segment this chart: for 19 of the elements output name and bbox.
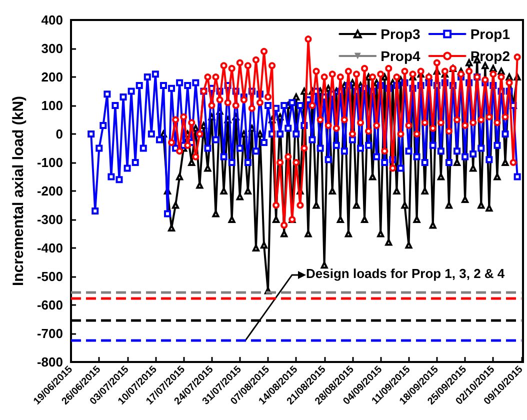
y-tick-label: -100 [36, 155, 63, 170]
legend-label: Prop2 [470, 48, 510, 64]
legend-label: Prop4 [380, 48, 421, 64]
y-tick-label: -400 [36, 240, 63, 256]
y-tick-label: -700 [36, 326, 63, 341]
annotation: Design loads for Prop 1, 3, 2 & 4 [306, 266, 506, 281]
y-tick-label: -500 [36, 269, 63, 284]
y-tick-label: -300 [36, 212, 63, 227]
y-tick-label: 0 [56, 126, 63, 142]
legend-label: Prop1 [470, 26, 510, 42]
y-tick-label: 100 [41, 98, 63, 113]
y-tick-label: 300 [41, 41, 63, 56]
y-tick-label: 200 [41, 70, 63, 84]
y-tick-label: -800 [36, 354, 63, 370]
y-axis-title: Incremental axial load (kN) [10, 96, 28, 286]
y-tick-label: 400 [41, 12, 63, 28]
y-tick-label: -200 [36, 184, 63, 198]
legend-label: Prop3 [380, 26, 421, 42]
y-tick-label: -600 [36, 298, 63, 312]
